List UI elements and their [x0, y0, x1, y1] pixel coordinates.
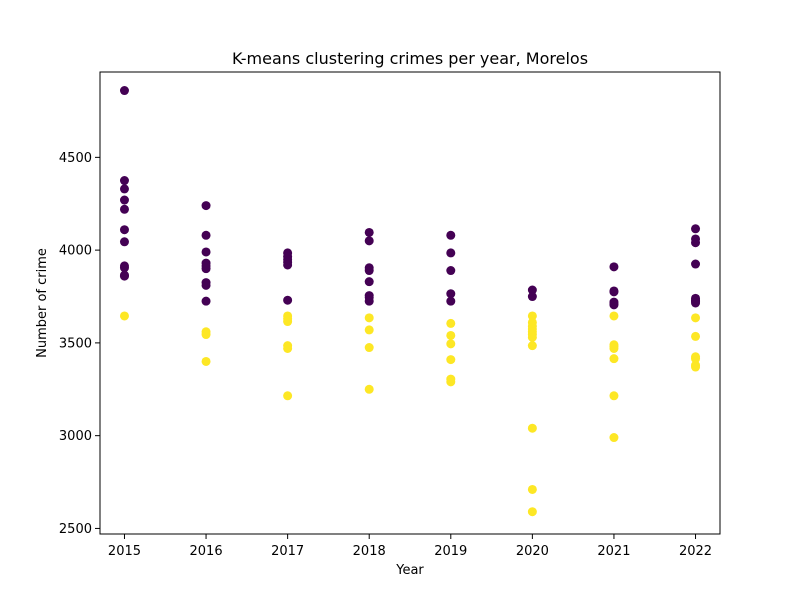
x-tick-label: 2019	[434, 544, 467, 559]
data-point	[446, 289, 456, 299]
data-point	[691, 238, 701, 248]
data-point	[283, 391, 293, 401]
data-point	[691, 331, 701, 341]
data-point	[446, 377, 456, 387]
data-point	[446, 296, 456, 306]
x-tick-label: 2016	[190, 544, 223, 559]
data-point	[446, 230, 456, 240]
data-point	[364, 325, 374, 335]
x-axis-label: Year	[395, 563, 424, 578]
data-points	[119, 86, 701, 517]
data-point	[119, 271, 129, 281]
data-point	[201, 356, 211, 366]
x-tick-label: 2015	[108, 544, 141, 559]
data-point	[691, 354, 701, 364]
x-tick-label: 2017	[271, 544, 304, 559]
data-point	[691, 313, 701, 323]
data-point	[283, 343, 293, 353]
data-point	[119, 237, 129, 247]
data-point	[283, 295, 293, 305]
data-point	[609, 311, 619, 321]
data-point	[527, 285, 537, 295]
data-point	[527, 332, 537, 342]
data-point	[691, 362, 701, 372]
data-point	[364, 296, 374, 306]
data-point	[364, 313, 374, 323]
x-axis: 2015 2016 2017 2018 2019 2020 2021 2022	[108, 534, 712, 559]
axes-frame	[99, 71, 721, 535]
data-point	[364, 343, 374, 353]
data-point	[119, 176, 129, 186]
data-point	[527, 507, 537, 517]
data-point	[446, 339, 456, 349]
data-point	[283, 317, 293, 327]
data-point	[201, 247, 211, 257]
data-point	[527, 292, 537, 302]
data-point	[364, 227, 374, 237]
x-tick-label: 2018	[353, 544, 386, 559]
data-point	[283, 260, 293, 270]
y-tick-label: 4000	[59, 244, 92, 259]
data-point	[119, 263, 129, 273]
y-tick-label: 3000	[59, 429, 92, 444]
data-point	[691, 298, 701, 308]
data-point	[609, 287, 619, 297]
data-point	[446, 330, 456, 340]
x-tick-label: 2021	[597, 544, 630, 559]
data-point	[446, 318, 456, 328]
data-point	[119, 184, 129, 194]
data-point	[691, 259, 701, 269]
data-point	[446, 355, 456, 365]
chart-title: K-means clustering crimes per year, More…	[232, 49, 588, 68]
data-point	[119, 311, 129, 321]
y-axis-label: Number of crime	[35, 248, 50, 358]
data-point	[446, 248, 456, 258]
data-point	[119, 225, 129, 235]
data-point	[201, 230, 211, 240]
data-point	[609, 433, 619, 443]
data-point	[609, 391, 619, 401]
data-point	[609, 343, 619, 353]
data-point	[364, 236, 374, 246]
data-point	[119, 195, 129, 205]
y-tick-label: 4500	[59, 151, 92, 166]
data-point	[527, 423, 537, 433]
data-point	[446, 266, 456, 276]
x-tick-label: 2022	[679, 544, 712, 559]
x-tick-label: 2020	[516, 544, 549, 559]
data-point	[527, 341, 537, 351]
data-point	[527, 484, 537, 494]
y-axis: 2500 3000 3500 4000 4500	[59, 151, 100, 537]
data-point	[364, 277, 374, 287]
data-point	[691, 224, 701, 234]
data-point	[119, 204, 129, 214]
y-tick-label: 3500	[59, 336, 92, 351]
data-point	[119, 86, 129, 96]
data-point	[201, 280, 211, 290]
y-tick-label: 2500	[59, 522, 92, 537]
data-point	[364, 266, 374, 276]
data-point	[609, 262, 619, 272]
data-point	[364, 384, 374, 394]
data-point	[201, 330, 211, 340]
data-point	[527, 311, 537, 321]
data-point	[609, 300, 619, 310]
data-point	[201, 201, 211, 211]
data-point	[201, 296, 211, 306]
data-point	[609, 354, 619, 364]
data-point	[201, 264, 211, 274]
